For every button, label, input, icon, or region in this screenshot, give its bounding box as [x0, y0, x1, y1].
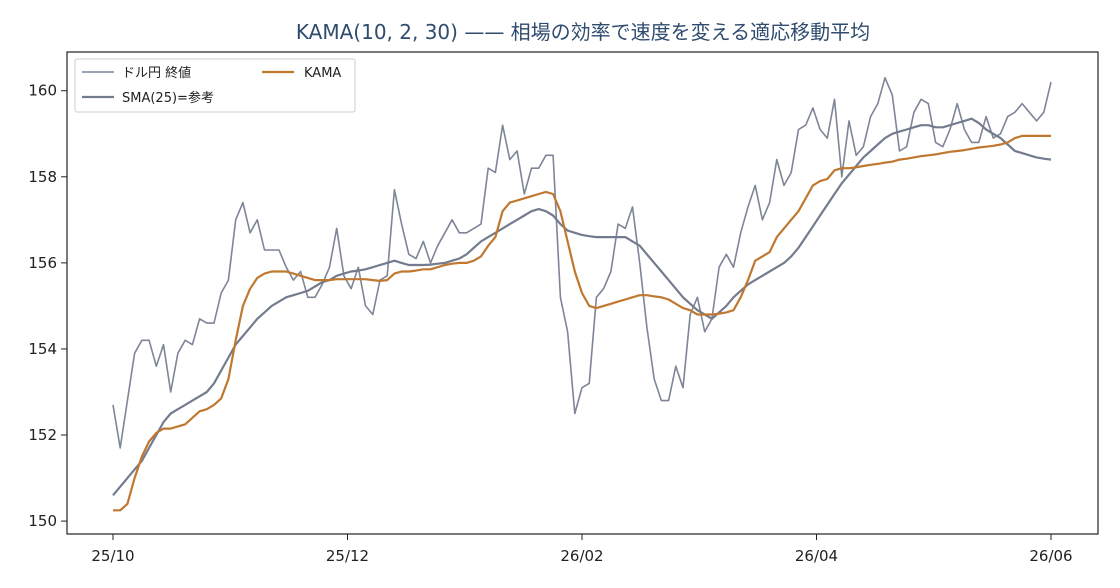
legend-label-kama: KAMA	[304, 66, 341, 81]
x-tick-label: 25/10	[91, 547, 134, 565]
plot-area	[112, 77, 1052, 512]
legend-label-close: ドル円 終値	[122, 65, 191, 81]
x-axis: 25/10 25/12 26/02 26/04 26/06	[91, 534, 1073, 565]
y-tick-label: 160	[28, 82, 57, 100]
y-tick-label: 158	[28, 168, 57, 186]
y-tick-label: 156	[28, 254, 57, 272]
y-tick-label: 150	[28, 512, 57, 530]
legend: ドル円 終値 SMA(25)=参考 KAMA	[74, 58, 356, 113]
y-axis: 150 152 154 156 158 160	[28, 82, 67, 530]
chart-title: KAMA(10, 2, 30) —— 相場の効率で速度を変える適応移動平均	[296, 20, 870, 44]
y-tick-label: 152	[28, 426, 57, 444]
legend-label-sma: SMA(25)=参考	[122, 90, 214, 106]
x-tick-label: 26/06	[1029, 547, 1072, 565]
series-line-1	[112, 117, 1052, 497]
series-line-2	[113, 134, 1051, 512]
y-tick-label: 154	[28, 340, 57, 358]
x-tick-label: 25/12	[326, 547, 369, 565]
x-tick-label: 26/02	[560, 547, 603, 565]
x-tick-label: 26/04	[795, 547, 838, 565]
series-line-0	[112, 77, 1052, 449]
